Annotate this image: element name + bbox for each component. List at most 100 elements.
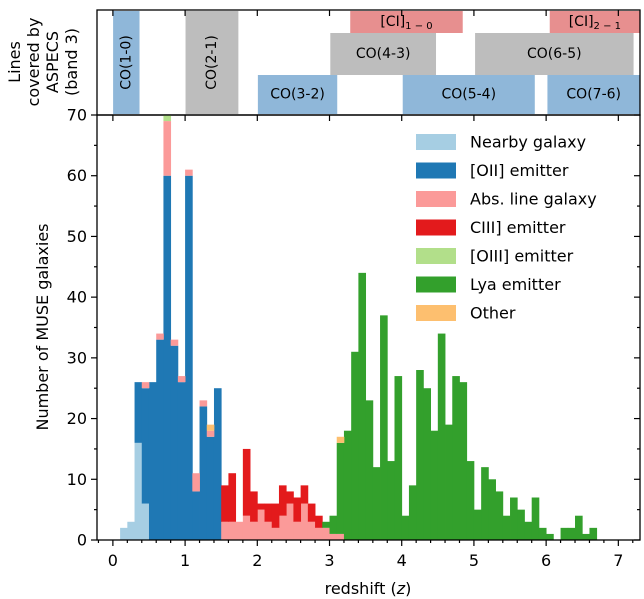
band-3 [330,33,437,75]
band-label-6: CO(7-6) [566,87,621,103]
bar-s5-b21 [473,509,482,540]
band-label-7: [CI]1 − 0 [380,14,432,32]
bar-s1-b8 [192,491,200,540]
bar-s5-b17 [445,424,453,540]
band-label-1: CO(2-1) [204,35,220,90]
legend-label-6: Other [470,304,516,323]
y-tick-label-1: 10 [67,470,87,489]
bar-s2-b15 [264,521,273,540]
bar-s3-b3 [250,491,258,522]
band-layer: CO(1-0) CO(2-1) CO(3-2) CO(4-3) CO(5-4) CO(6-… [113,11,640,114]
band-5 [475,33,634,75]
legend-label-2: Abs. line galaxy [470,190,597,209]
x-tick-label-7: 7 [613,551,623,570]
bar-s1-b11 [213,388,222,540]
band-label-0: CO(1-0) [118,35,134,90]
top-ylabel-line-3: (band 3) [62,28,81,96]
bar-s2-b7 [199,400,208,407]
bar-s5-b10 [394,376,403,540]
bar-s2-b16 [271,527,280,540]
bar-s3-b0 [221,485,229,522]
bar-s2-b18 [286,503,294,540]
band-6 [547,75,640,114]
x-axis-label: redshift (z) [325,579,412,598]
bar-s3-b1 [228,473,237,522]
bar-s3-b11 [307,503,316,522]
bar-s3-b7 [278,485,287,516]
band-7 [350,11,463,33]
bar-s4-b0 [163,115,172,122]
bar-s5-b24 [495,491,504,540]
bar-s0-b3 [141,503,150,540]
y-tick-label-5: 50 [67,227,87,246]
bar-s5-b2 [336,442,345,534]
bar-s1-b10 [206,436,215,540]
bar-s3-b9 [293,497,302,522]
histogram-bars [120,115,598,540]
bar-s2-b24 [329,533,338,540]
legend-label-5: Lya emitter [470,275,561,294]
bar-s2-b3 [170,339,179,346]
top-panel-ylabel: Lines covered by ASPECS (band 3) [5,18,81,107]
bar-s2-b10 [228,521,237,540]
legend-swatch-1 [416,162,456,179]
legend-swatch-3 [416,219,456,236]
legend-swatch-0 [416,134,456,150]
bar-s1-b2 [148,382,157,540]
bar-s2-b19 [293,521,302,540]
band-label-3: CO(4-3) [356,46,411,62]
bar-s2-b0 [141,382,150,389]
bar-s2-b2 [163,121,172,176]
band-2 [257,75,338,114]
bar-s2-b1 [156,333,164,340]
bar-s5-b30 [538,527,547,540]
bar-s1-b6 [177,382,186,540]
bar-s1-b3 [156,339,164,540]
y-tick-label-4: 40 [67,288,87,307]
bar-s5-b35 [575,515,583,540]
bar-s5-b22 [481,467,489,540]
bar-s2-b12 [242,515,251,540]
x-axis-label-end: ) [405,579,411,598]
x-tick-label-4: 4 [397,551,407,570]
bar-s2-b9 [221,521,229,540]
legend-label-1: [OII] emitter [470,161,569,180]
bar-s1-b1 [141,388,150,504]
bar-s5-b28 [524,521,533,540]
bar-s3-b8 [286,491,294,504]
bar-s3-b4 [257,503,265,510]
bar-s2-b14 [257,509,265,540]
legend-label-0: Nearby galaxy [470,133,586,152]
bar-s6-b1 [336,436,345,443]
bar-s1-b9 [199,406,208,540]
bar-s5-b5 [358,272,367,540]
bar-s2-b4 [177,376,186,383]
legend-swatch-4 [416,248,456,264]
legend-label-4: [OIII] emitter [470,247,574,266]
bar-s2-b21 [307,521,316,540]
y-axis-label: Number of MUSE galaxies [33,223,52,430]
band-4 [402,75,535,114]
bar-s1-b5 [170,345,179,540]
bar-s5-b8 [380,315,388,540]
bar-s5-b3 [343,430,352,540]
legend-swatch-2 [416,191,456,207]
bar-s2-b5 [185,169,193,176]
top-panel: CO(1-0) CO(2-1) CO(3-2) CO(4-3) CO(5-4) CO(6-… [5,9,641,116]
bar-s5-b37 [589,527,598,540]
bar-s1-b7 [185,175,193,540]
bar-s5-b23 [488,479,496,540]
bar-s5-b36 [582,533,590,540]
bar-s5-b4 [351,351,359,540]
bar-s3-b10 [300,485,309,504]
bar-s5-b16 [437,333,446,540]
bar-s2-b20 [300,503,309,540]
bar-s5-b13 [416,370,424,540]
bar-s2-b6 [192,473,200,492]
band-8 [549,11,640,33]
bar-s3-b6 [271,503,280,528]
x-tick-label-2: 2 [252,551,262,570]
bar-s1-b0 [134,382,143,443]
